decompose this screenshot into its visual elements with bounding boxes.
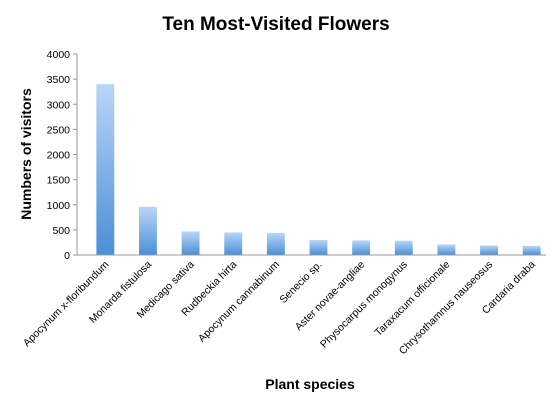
y-tick-label: 3000 <box>47 99 71 111</box>
bar <box>394 240 413 255</box>
y-tick-label: 0 <box>64 250 70 262</box>
bar <box>181 231 200 255</box>
bar <box>309 239 328 255</box>
bar <box>139 206 157 255</box>
y-tick-label: 2000 <box>47 150 71 162</box>
x-tick-label: Apocynum cannabinum <box>196 258 282 344</box>
bar <box>266 232 285 255</box>
bar <box>437 244 456 255</box>
bar <box>480 245 498 255</box>
x-tick-label: Apocynum x-floribundum <box>21 258 112 349</box>
bar <box>352 240 371 255</box>
x-tick-label: Taraxacum officionale <box>372 259 452 339</box>
x-tick-label: Physocarpus monogynus <box>318 259 410 351</box>
y-tick-label: 2500 <box>47 124 71 136</box>
y-tick-label: 1000 <box>47 200 71 212</box>
y-tick-label: 1500 <box>47 175 71 187</box>
bar <box>522 245 541 255</box>
x-axis-title: Plant species <box>265 376 355 392</box>
y-tick-label: 500 <box>52 225 70 237</box>
bars <box>96 84 541 256</box>
y-tick-label: 3500 <box>47 74 71 86</box>
y-tick-label: 4000 <box>47 49 71 61</box>
y-axis: 0 500 1000 1500 2000 2500 3000 3500 4000 <box>47 49 77 262</box>
bar <box>224 232 243 255</box>
bar <box>96 84 115 256</box>
y-axis-title: Numbers of visitors <box>18 88 34 220</box>
chart-title: Ten Most-Visited Flowers <box>162 14 389 35</box>
